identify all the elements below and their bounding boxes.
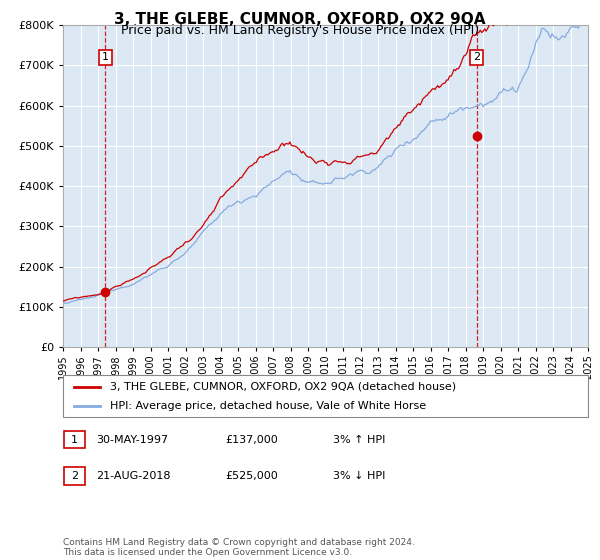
Text: 30-MAY-1997: 30-MAY-1997 xyxy=(96,435,168,445)
Text: £137,000: £137,000 xyxy=(225,435,278,445)
Text: 3, THE GLEBE, CUMNOR, OXFORD, OX2 9QA: 3, THE GLEBE, CUMNOR, OXFORD, OX2 9QA xyxy=(114,12,486,27)
Text: 2: 2 xyxy=(71,471,78,481)
Text: 1: 1 xyxy=(71,435,78,445)
FancyBboxPatch shape xyxy=(64,431,85,449)
Text: 3% ↓ HPI: 3% ↓ HPI xyxy=(333,471,385,481)
Text: 2: 2 xyxy=(473,53,480,62)
Text: HPI: Average price, detached house, Vale of White Horse: HPI: Average price, detached house, Vale… xyxy=(110,401,427,411)
Text: Price paid vs. HM Land Registry's House Price Index (HPI): Price paid vs. HM Land Registry's House … xyxy=(121,24,479,36)
FancyBboxPatch shape xyxy=(64,467,85,485)
Text: 21-AUG-2018: 21-AUG-2018 xyxy=(96,471,170,481)
Text: Contains HM Land Registry data © Crown copyright and database right 2024.
This d: Contains HM Land Registry data © Crown c… xyxy=(63,538,415,557)
Text: 3, THE GLEBE, CUMNOR, OXFORD, OX2 9QA (detached house): 3, THE GLEBE, CUMNOR, OXFORD, OX2 9QA (d… xyxy=(110,381,457,391)
Text: 1: 1 xyxy=(102,53,109,62)
FancyBboxPatch shape xyxy=(63,375,588,417)
Text: 3% ↑ HPI: 3% ↑ HPI xyxy=(333,435,385,445)
Text: £525,000: £525,000 xyxy=(225,471,278,481)
